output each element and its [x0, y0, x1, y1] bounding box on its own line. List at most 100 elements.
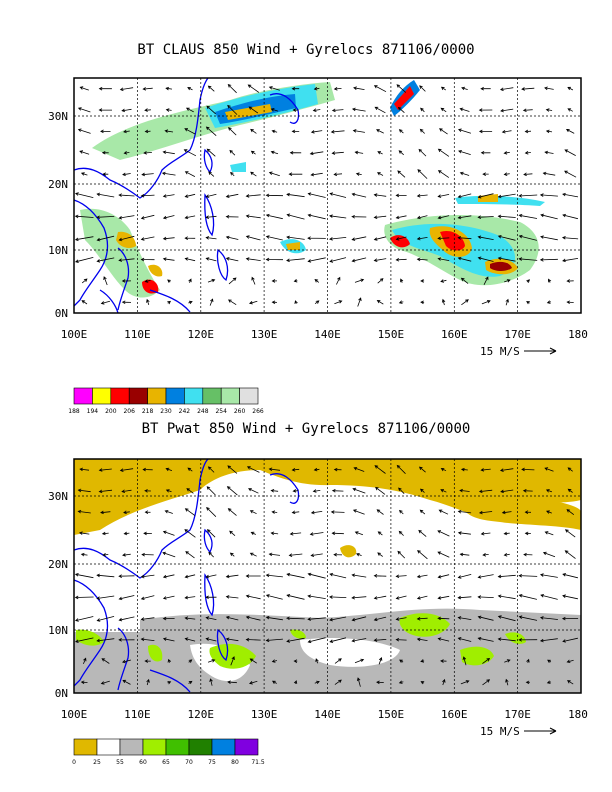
legend-swatch [92, 387, 112, 405]
wind-vector [373, 638, 387, 642]
wind-vector [497, 615, 516, 622]
legend-swatch [188, 738, 213, 756]
wind-vector [477, 637, 494, 642]
wind-vector [293, 680, 298, 684]
wind-vector [140, 637, 155, 642]
wind-vector [437, 148, 450, 157]
wind-vector [271, 680, 277, 685]
wind-vector [80, 680, 88, 685]
wind-vector [265, 615, 283, 621]
wind-vector [100, 510, 111, 515]
legend-swatch [234, 738, 259, 756]
wind-vector [334, 300, 343, 305]
wind-vector [225, 615, 239, 621]
wind-vector [356, 553, 362, 557]
wind-vector [331, 108, 344, 113]
wind-vector [548, 278, 552, 283]
wind-vector [351, 595, 367, 600]
wind-vector [398, 300, 404, 304]
wind-vector [544, 86, 554, 91]
wind-vector [314, 300, 320, 305]
wind-vector [333, 172, 343, 177]
wind-vector [462, 656, 467, 666]
legend-swatch [119, 738, 144, 756]
wind-vector [167, 279, 171, 283]
wind-vector [188, 278, 192, 283]
wind-vector [140, 236, 155, 241]
wind-vector [329, 595, 347, 599]
wind-vector [523, 552, 533, 557]
wind-vector [209, 298, 214, 306]
legend-label: 248 [197, 408, 209, 415]
wind-vector [83, 657, 87, 665]
wind-vector [229, 530, 236, 537]
wind-vector [162, 616, 175, 621]
wind-vector [162, 150, 175, 155]
wind-vector [121, 489, 132, 493]
wind-vector [205, 215, 217, 219]
wind-vector [477, 615, 494, 621]
wind-vector [562, 637, 578, 643]
wind-vector [373, 193, 387, 197]
wind-vector [307, 572, 326, 579]
wind-vector [183, 149, 197, 157]
color-legend: 188 194 200 206 218 230 242 248 254 260 266 [68, 387, 264, 415]
wind-vector [144, 108, 151, 112]
wind-vector [271, 510, 278, 514]
wind-vector [315, 658, 319, 664]
wind-vector [270, 150, 279, 155]
wind-vector [184, 574, 196, 579]
wind-vector [373, 215, 387, 219]
wind-vector [459, 107, 470, 112]
wind-vector [518, 234, 537, 241]
wind-vector [187, 467, 193, 472]
wind-vector [74, 573, 94, 579]
wind-vector [521, 87, 535, 91]
wind-vector [477, 574, 494, 579]
wind-vector [167, 681, 172, 685]
color-legend: 0 25 55 60 65 70 75 80 71.5 [72, 738, 265, 766]
wind-vector [419, 509, 426, 515]
legend-label: 200 [105, 408, 117, 415]
wind-vector [478, 489, 493, 494]
wind-vector [98, 468, 112, 472]
wind-vector [482, 172, 489, 176]
wind-vector [184, 257, 196, 262]
wind-vector [395, 617, 407, 621]
wind-vector [96, 638, 115, 643]
wind-vector [205, 236, 217, 240]
wind-vector [333, 467, 342, 472]
wind-vector [333, 86, 342, 91]
wind-vector [143, 531, 152, 536]
legend-swatch [211, 738, 236, 756]
wind-vector [184, 595, 196, 600]
wind-vector [355, 172, 362, 176]
wind-vector [334, 679, 342, 685]
wind-vector [524, 150, 531, 155]
legend-label: 71.5 [251, 759, 265, 766]
wind-vector [542, 551, 556, 558]
legend-swatch [239, 387, 259, 405]
wind-vector [416, 595, 428, 600]
map-title-top: BT CLAUS 850 Wind + Gyrelocs 871106/0000 [137, 42, 475, 58]
wind-vector [310, 553, 323, 557]
wind-vector [457, 215, 472, 220]
wind-vector [522, 489, 533, 493]
wind-vector [77, 509, 91, 514]
x-tick-label: 160E [441, 708, 468, 721]
wind-vector [140, 193, 155, 198]
wind-vector [351, 638, 367, 643]
wind-vector [103, 276, 108, 286]
wind-vector [351, 215, 367, 219]
legend-label: 65 [162, 759, 170, 766]
wind-vector [497, 637, 516, 642]
wind-vector [140, 574, 155, 579]
wind-vector [420, 300, 425, 305]
wind-vector [505, 678, 509, 686]
legend-swatch [147, 387, 167, 405]
wind-vector [329, 214, 347, 219]
x-tick-label: 100E [61, 708, 88, 721]
wind-vector [351, 257, 367, 263]
x-tick-label: 110E [124, 708, 151, 721]
wind-vector [566, 300, 574, 305]
